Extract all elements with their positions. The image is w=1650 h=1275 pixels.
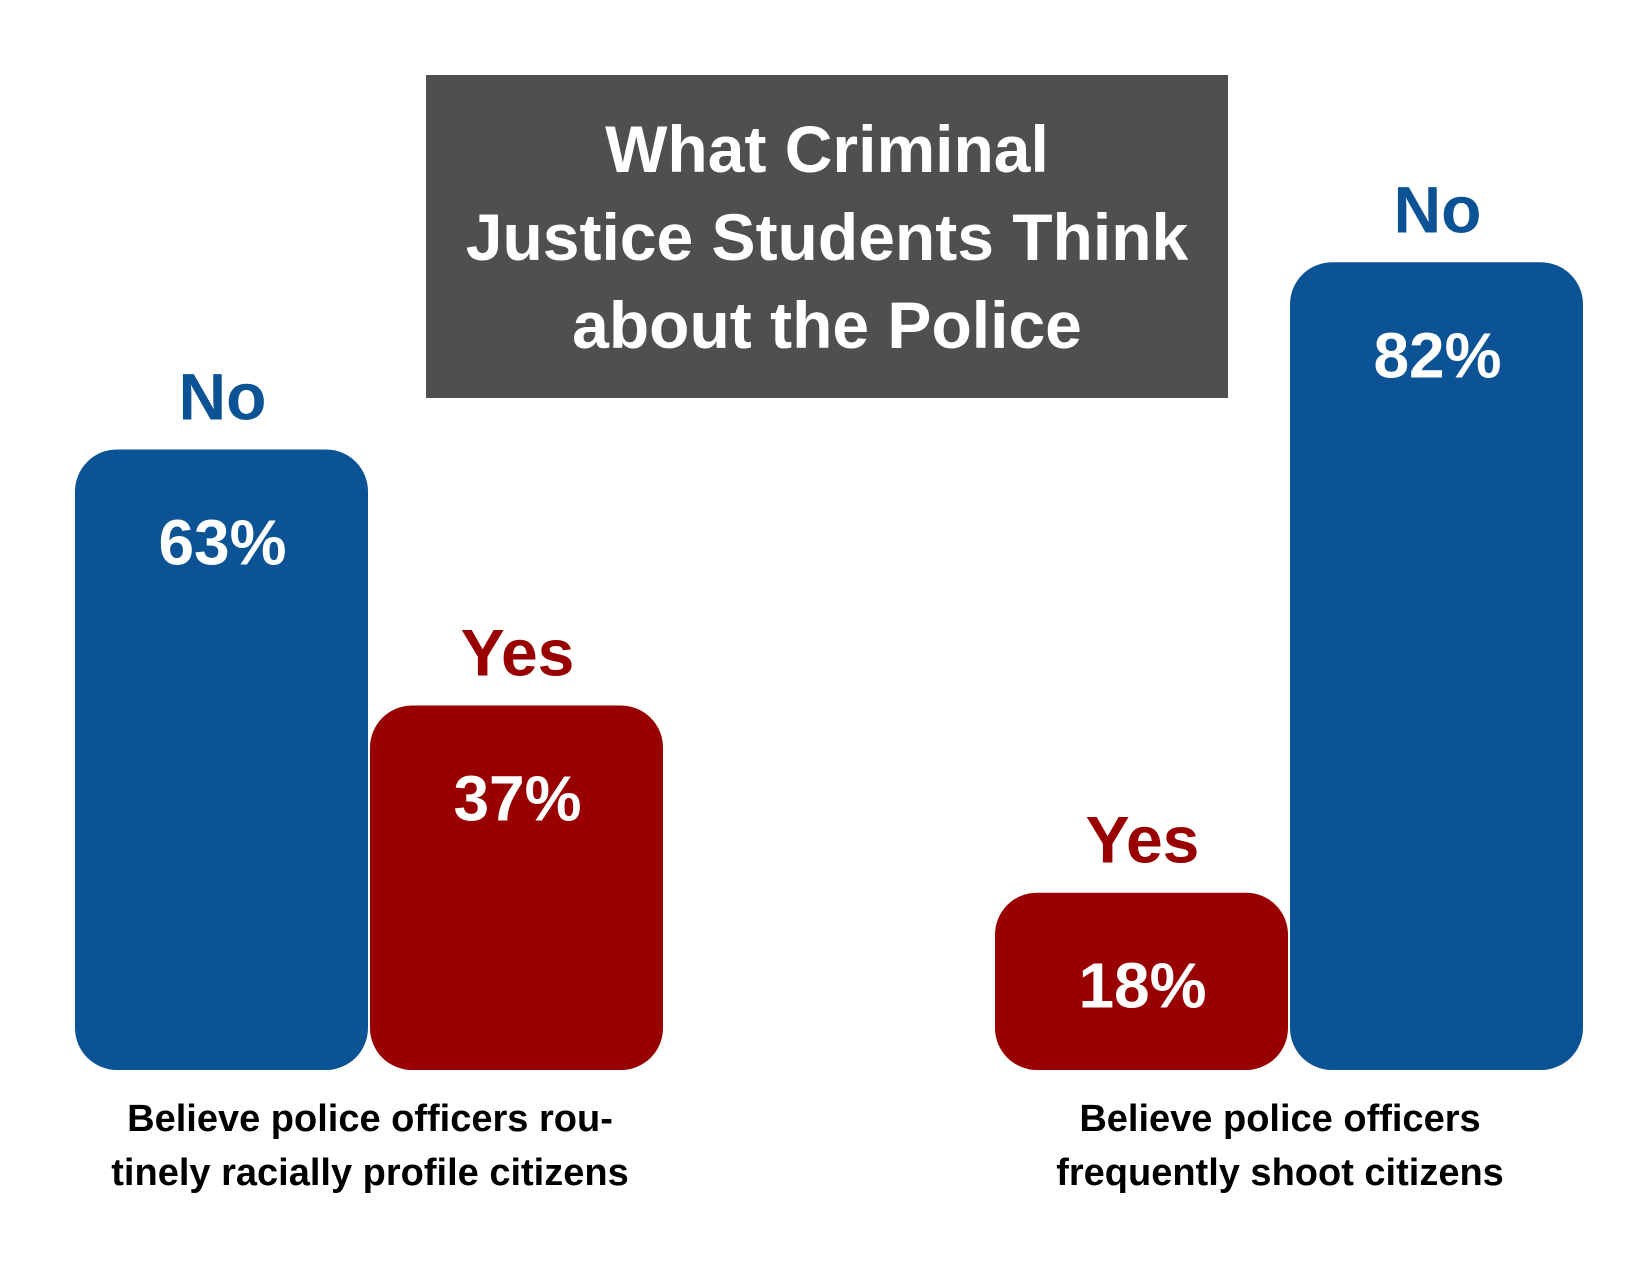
chart-title: What Criminal Justice Students Think abo… (447, 105, 1207, 369)
bar-1-no (75, 449, 368, 1070)
chart-title-box: What Criminal Justice Students Think abo… (426, 75, 1228, 398)
caption-left-line-1: Believe police officers rou- (127, 1098, 613, 1140)
caption-left-line-2: tinely racially profile citizens (111, 1152, 629, 1194)
chart-title-line-2: Justice Students Think (465, 199, 1189, 274)
category-label-1-no: No (179, 359, 267, 433)
category-label-2-no: No (1394, 172, 1482, 246)
bar-2-yes (995, 892, 1288, 1070)
value-label-2-no: 82% (1373, 319, 1501, 391)
value-label-1-yes: 37% (453, 763, 581, 835)
caption-right: Believe police officers frequently shoot… (960, 1092, 1600, 1200)
chart-title-line-1: What Criminal (605, 111, 1049, 186)
caption-left: Believe police officers rou- tinely raci… (50, 1092, 690, 1200)
bar-1-yes (370, 705, 663, 1070)
bar-2-no (1290, 262, 1583, 1070)
value-label-1-no: 63% (158, 506, 286, 578)
value-label-2-yes: 18% (1078, 950, 1206, 1022)
caption-right-line-2: frequently shoot citizens (1056, 1152, 1504, 1194)
category-label-1-yes: Yes (461, 616, 575, 690)
caption-right-line-1: Believe police officers (1079, 1098, 1481, 1140)
category-label-2-yes: Yes (1086, 803, 1200, 877)
chart-title-line-3: about the Police (572, 287, 1082, 362)
